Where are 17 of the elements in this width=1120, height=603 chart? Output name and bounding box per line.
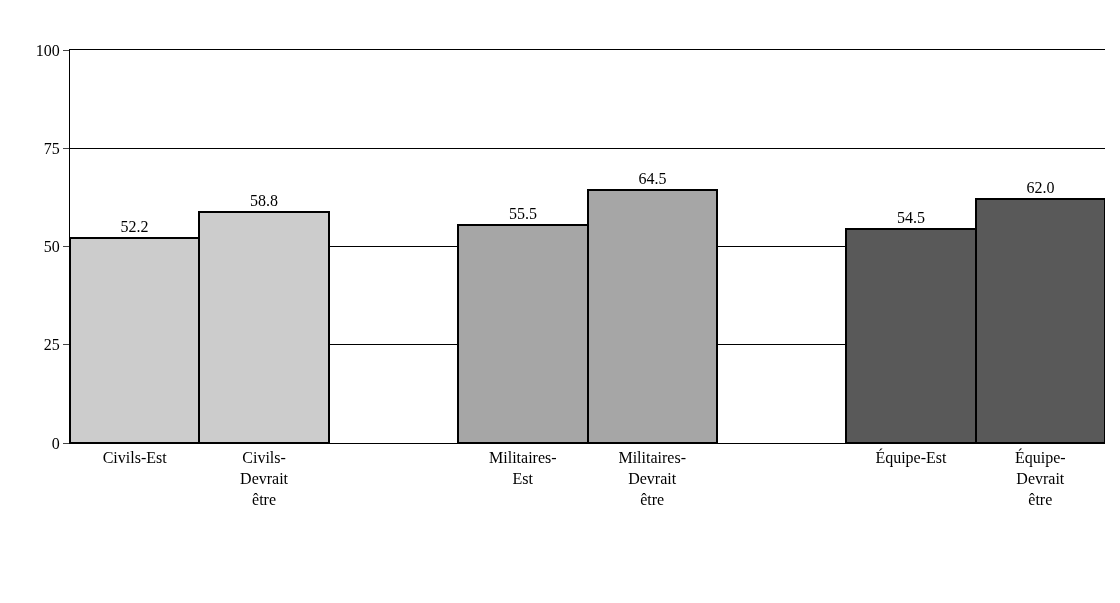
data-label: 52.2 (120, 218, 149, 235)
x-tick-label: Militaires-Devrait être (618, 449, 686, 508)
data-label: 62.0 (1026, 179, 1055, 196)
data-label: 54.5 (897, 209, 925, 226)
data-label: 55.5 (509, 205, 537, 222)
y-tick-label: 25 (43, 336, 60, 354)
y-tick-label: 100 (35, 41, 60, 59)
x-tick-label: Militaires-Est (489, 449, 557, 487)
data-label: 58.8 (250, 192, 278, 209)
x-tick-label: Équipe-Est (875, 448, 948, 468)
y-tick-label: 50 (43, 238, 60, 256)
y-tick-label: 0 (51, 434, 60, 452)
x-tick-label: Civils-Est (102, 449, 168, 467)
x-tick-label: Civils-Devrait être (240, 449, 289, 508)
y-tick-label: 75 (43, 139, 60, 157)
data-label: 64.5 (638, 170, 667, 187)
x-tick-label: Équipe-Devrait être (1014, 448, 1066, 508)
